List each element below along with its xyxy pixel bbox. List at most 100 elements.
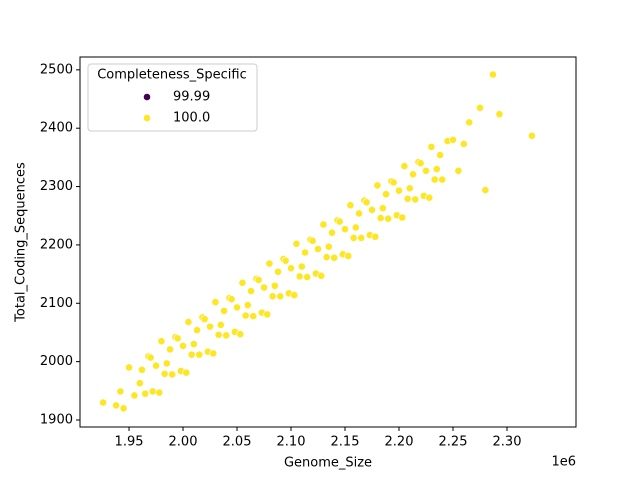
x-tick-label: 1.95 [115,435,144,450]
point [403,194,412,203]
point [268,292,277,301]
point [168,370,177,379]
point [303,273,312,281]
point [247,287,255,295]
point [200,315,209,323]
point [398,213,407,222]
point [317,271,326,280]
y-tick-label: 2200 [40,237,73,252]
point [184,318,193,326]
legend-marker [143,93,151,101]
x-tick-label: 2.15 [331,435,360,450]
y-tick-label: 1900 [40,412,73,427]
point [263,310,272,319]
point [214,330,223,339]
point [135,379,144,388]
point [238,278,247,287]
point [378,204,387,213]
point [206,322,214,331]
x-tick-label: 2.30 [493,435,522,450]
point [409,170,417,179]
y-axis-label: Total_Coding_Sequences [14,162,29,323]
point [222,331,231,340]
point [405,184,414,193]
point [173,334,182,343]
point [330,253,339,262]
point [355,209,363,218]
legend-title: Completeness_Specific [97,68,247,83]
point [292,239,301,248]
point [141,389,150,398]
y-tick-label: 2300 [40,179,73,194]
x-tick-label: 2.10 [277,435,306,450]
legend-label: 99.99 [173,90,210,105]
point [373,181,382,190]
y-tick-label: 2000 [40,354,73,369]
point [146,353,155,362]
point [481,186,490,194]
point [335,217,344,226]
point [148,387,157,396]
point [371,232,380,241]
point [430,175,439,184]
point [449,135,457,144]
y-tick-label: 2400 [40,121,73,136]
point [465,118,474,127]
y-tick-label: 2500 [40,62,73,77]
point [416,159,425,168]
point [489,70,497,79]
point [241,311,250,320]
point [382,190,390,199]
point [495,110,504,119]
point [179,341,187,350]
point [209,349,218,358]
point [362,198,371,207]
point [182,368,191,377]
point [411,195,420,204]
point [297,262,306,271]
plot-frame [79,56,577,428]
point [216,320,225,329]
point [344,252,353,260]
point [384,214,393,223]
point [189,340,198,349]
point [432,165,441,173]
point [162,359,171,368]
point [351,223,360,232]
point [400,162,409,171]
point [328,228,336,237]
point [436,151,444,159]
point [422,166,430,175]
legend-box [87,63,258,132]
point [187,350,196,359]
point [454,166,463,175]
point [130,391,139,400]
point [476,103,484,112]
point [274,267,282,276]
point [112,401,120,410]
point [527,131,536,140]
point [166,345,174,354]
point [324,242,333,251]
point [427,142,436,151]
point [425,193,434,202]
point [276,292,285,301]
point [287,264,295,273]
point [227,295,236,304]
point [119,404,128,413]
point [220,306,228,315]
point [357,234,366,242]
point [99,398,108,407]
point [260,283,268,292]
point [314,245,322,253]
point [160,369,169,378]
point [368,206,376,214]
point [290,291,299,300]
point [152,361,160,370]
point [155,388,164,397]
point [249,312,258,321]
x-offset-label: 1e6 [551,455,576,470]
y-tick-label: 2100 [40,296,73,311]
point [195,350,204,359]
